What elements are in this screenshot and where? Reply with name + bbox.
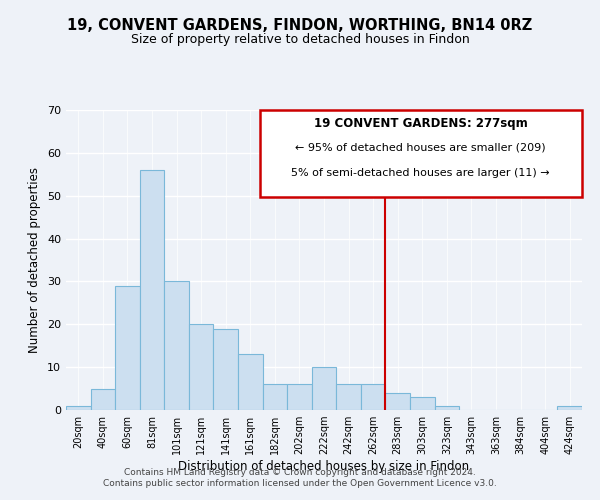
X-axis label: Distribution of detached houses by size in Findon: Distribution of detached houses by size … [178,460,470,473]
Bar [263,384,287,410]
FancyBboxPatch shape [260,110,582,197]
Text: Size of property relative to detached houses in Findon: Size of property relative to detached ho… [131,32,469,46]
Bar [238,354,263,410]
Bar [557,406,582,410]
Text: ← 95% of detached houses are smaller (209): ← 95% of detached houses are smaller (20… [295,142,546,152]
Bar [361,384,385,410]
Text: 19, CONVENT GARDENS, FINDON, WORTHING, BN14 0RZ: 19, CONVENT GARDENS, FINDON, WORTHING, B… [67,18,533,32]
Text: 19 CONVENT GARDENS: 277sqm: 19 CONVENT GARDENS: 277sqm [314,117,527,130]
Text: Contains HM Land Registry data © Crown copyright and database right 2024.
Contai: Contains HM Land Registry data © Crown c… [103,468,497,487]
Bar [385,393,410,410]
Bar [410,397,434,410]
Bar [66,406,91,410]
Bar [164,282,189,410]
Bar [336,384,361,410]
Bar [287,384,312,410]
Bar [434,406,459,410]
Bar [140,170,164,410]
Bar [189,324,214,410]
Bar [115,286,140,410]
Bar [312,367,336,410]
Bar [214,328,238,410]
Text: 5% of semi-detached houses are larger (11) →: 5% of semi-detached houses are larger (1… [292,168,550,178]
Y-axis label: Number of detached properties: Number of detached properties [28,167,41,353]
Bar [91,388,115,410]
